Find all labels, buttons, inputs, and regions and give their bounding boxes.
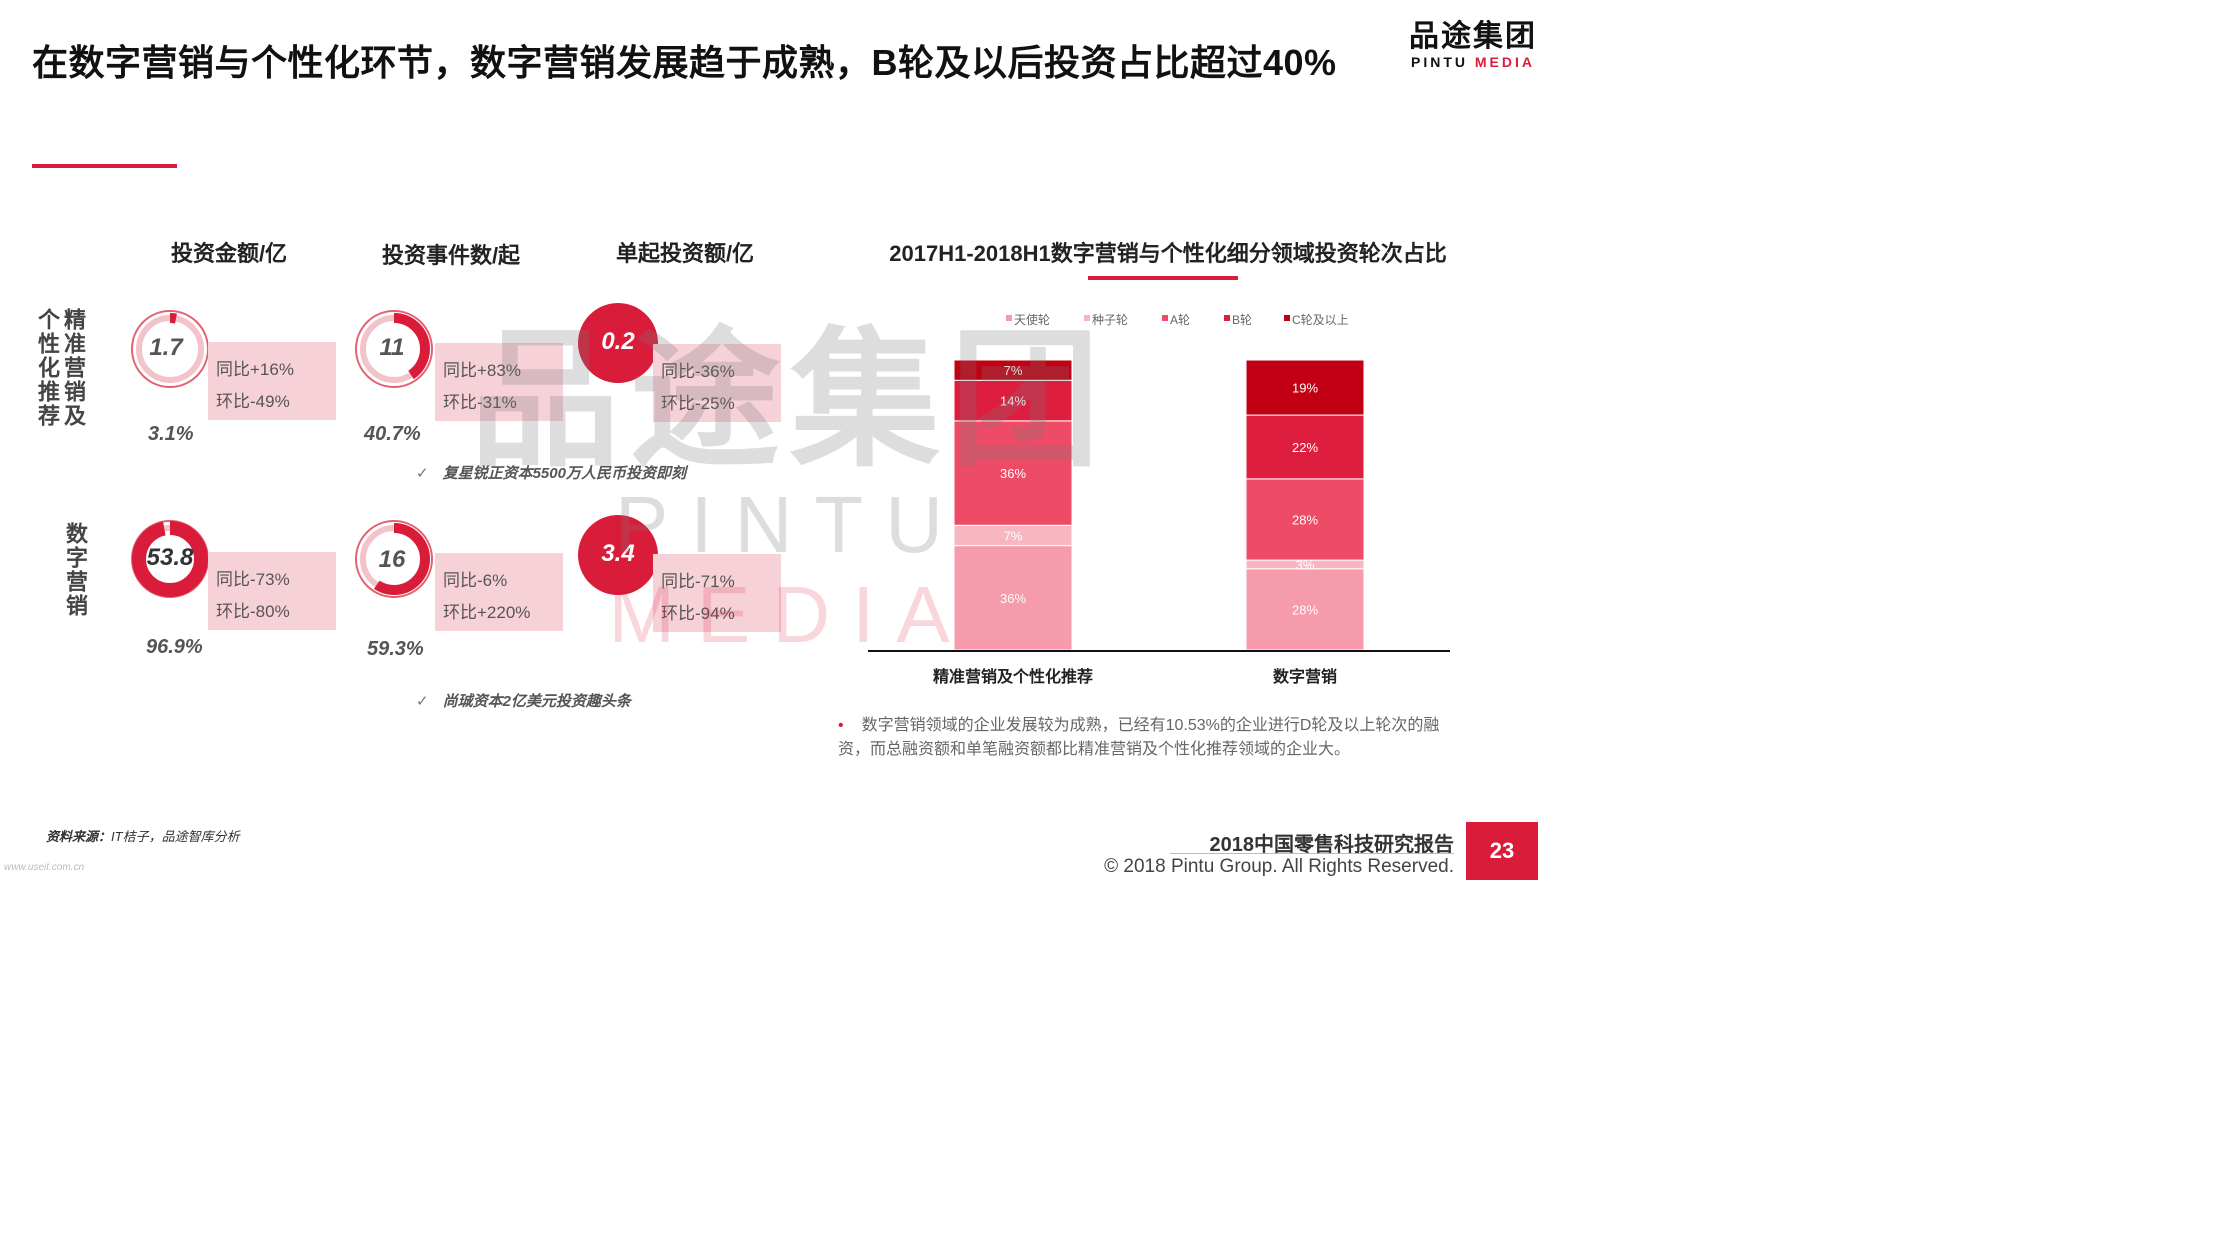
avg-card-row2: 同比-71% 环比-94% [653, 554, 781, 632]
legend-label-2: A轮 [1170, 313, 1190, 327]
amount-card-row2: 同比-73% 环比-80% [208, 552, 336, 630]
deal-note-text-row2: 尚珹资本2亿美元投资趣头条 [442, 693, 631, 710]
legend-swatch-0 [1006, 315, 1012, 321]
events-share-row1: 40.7% [364, 423, 421, 445]
events-yoy-row1: 同比+83% [443, 361, 521, 380]
report-title: 2018中国零售科技研究报告 [1209, 834, 1455, 856]
avg-qoq-row1: 环比-25% [661, 394, 735, 413]
column-header-avg: 单起投资额/亿 [615, 241, 755, 266]
page-title: 在数字营销与个性化环节，数字营销发展趋于成熟，B轮及以后投资占比超过40% [32, 42, 1337, 83]
amount-yoy-row2: 同比-73% [216, 570, 290, 589]
events-qoq-row1: 环比-31% [443, 393, 517, 412]
bar-segment-0-2 [953, 420, 1073, 526]
page-number: 23 [1466, 822, 1538, 880]
legend-label-3: B轮 [1232, 313, 1252, 327]
avg-yoy-row1: 同比-36% [661, 362, 735, 381]
deal-note-text-row1: 复星锐正资本5500万人民币投资即刻 [442, 465, 686, 482]
chart-title: 2017H1-2018H1数字营销与个性化细分领域投资轮次占比 [889, 241, 1447, 266]
bar-segment-0-4 [953, 359, 1073, 381]
events-value-row1: 11 [379, 334, 405, 361]
site-url: www.useit.com.cn [4, 862, 85, 873]
bar-label-0-1: 7% [1004, 528, 1023, 543]
company-logo: 品途集团 PINTU MEDIA [1408, 20, 1538, 70]
bar-label-1-3: 22% [1292, 440, 1318, 455]
bar-segment-1-3 [1245, 414, 1365, 480]
bar-label-0-0: 36% [1000, 591, 1026, 606]
bar-label-1-1: 3% [1296, 557, 1315, 572]
avg-value-row1: 0.2 [601, 328, 635, 355]
bar-segment-0-3 [953, 379, 1073, 422]
amount-value-row2: 53.8 [146, 544, 194, 571]
events-share-gauge-row2 [355, 520, 433, 598]
stacked-bar-chart: 天使轮 种子轮 A轮 B轮 C轮及以上 36% 7% 36% 14% 7% 精准营销及个性化推荐 28… [868, 312, 1450, 686]
bar-segment-0-0 [953, 545, 1073, 651]
insight-text: 数字营销领域的企业发展较为成熟，已经有10.53%的企业进行D轮及以上轮次的融资… [838, 717, 1440, 758]
legend-swatch-1 [1084, 315, 1090, 321]
deal-note-row2: ✓ 尚珹资本2亿美元投资趣头条 [416, 690, 631, 711]
avg-value-disc-row2 [578, 515, 658, 595]
bar-label-1-2: 28% [1292, 513, 1318, 528]
events-qoq-row2: 环比+220% [443, 603, 531, 622]
bar-segment-1-0 [1245, 568, 1365, 651]
chart-title-underline [1088, 276, 1238, 280]
category-label-1: 数字营销 [1273, 667, 1337, 686]
deal-note-row1: ✓ 复星锐正资本5500万人民币投资即刻 [416, 462, 686, 483]
amount-share-row2: 96.9% [146, 636, 203, 658]
logo-cn: 品途集团 [1409, 20, 1537, 53]
logo-en-red: MEDIA [1474, 54, 1535, 70]
copyright: © 2018 Pintu Group. All Rights Reserved. [1104, 856, 1454, 877]
category-label-0: 精准营销及个性化推荐 [933, 667, 1093, 686]
column-header-amount: 投资金额/亿 [170, 241, 288, 266]
logo-en-black: PINTU [1410, 54, 1468, 70]
title-underline [32, 164, 177, 168]
avg-value-disc-row1 [578, 303, 658, 383]
bar-label-0-2: 36% [1000, 466, 1026, 481]
bar-label-0-4: 7% [1004, 363, 1023, 378]
row-label-precision-marketing: 精准营销及个性化推荐 [35, 308, 86, 428]
row-label-digital-marketing: 数字营销 [63, 522, 88, 618]
avg-value-row2: 3.4 [601, 540, 635, 567]
avg-card-row1: 同比-36% 环比-25% [653, 344, 781, 422]
amount-qoq-row2: 环比-80% [216, 602, 290, 621]
bar-segment-1-2 [1245, 478, 1365, 561]
events-yoy-row2: 同比-6% [443, 571, 508, 590]
bar-label-0-3: 14% [1000, 394, 1026, 409]
bar-segment-1-4 [1245, 359, 1365, 416]
events-value-row2: 16 [378, 546, 406, 573]
avg-qoq-row2: 环比-94% [661, 604, 735, 623]
legend-label-1: 种子轮 [1092, 313, 1128, 327]
column-header-events: 投资事件数/起 [381, 243, 521, 268]
footer-divider [1170, 853, 1454, 854]
check-icon: ✓ [416, 465, 429, 482]
events-share-gauge-row1 [355, 310, 433, 388]
events-card-row2: 同比-6% 环比+220% [435, 553, 563, 631]
events-card-row1: 同比+83% 环比-31% [435, 343, 563, 421]
amount-qoq-row1: 环比-49% [216, 392, 290, 411]
legend-label-4: C轮及以上 [1292, 313, 1349, 327]
logo-en: PINTU MEDIA [1408, 54, 1538, 70]
bar-label-1-4: 19% [1292, 381, 1318, 396]
legend-swatch-2 [1162, 315, 1168, 321]
legend-label-0: 天使轮 [1014, 312, 1050, 327]
amount-yoy-row1: 同比+16% [216, 360, 294, 379]
source-text: IT桔子，品途智库分析 [111, 829, 240, 844]
bar-label-1-0: 28% [1292, 602, 1318, 617]
legend-swatch-3 [1224, 315, 1230, 321]
amount-card-row1: 同比+16% 环比-49% [208, 342, 336, 420]
check-icon: ✓ [416, 693, 429, 710]
source-label: 资料来源： [46, 829, 112, 844]
avg-yoy-row2: 同比-71% [661, 572, 735, 591]
bullet-dot-icon: • [838, 717, 844, 734]
amount-share-row1: 3.1% [148, 423, 194, 445]
insight-bullet: • 数字营销领域的企业发展较为成熟，已经有10.53%的企业进行D轮及以上轮次的融… [838, 714, 1458, 762]
data-source: 资料来源：IT桔子，品途智库分析 [46, 826, 240, 845]
events-share-row2: 59.3% [367, 638, 424, 660]
legend-swatch-4 [1284, 315, 1290, 321]
amount-value-row1: 1.7 [149, 334, 183, 361]
